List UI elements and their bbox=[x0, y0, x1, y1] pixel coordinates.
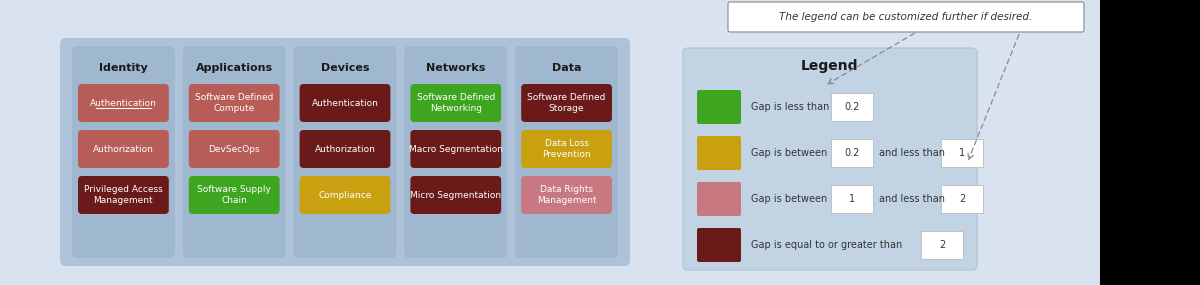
FancyBboxPatch shape bbox=[188, 130, 280, 168]
Text: 1: 1 bbox=[959, 148, 965, 158]
Text: Authorization: Authorization bbox=[314, 144, 376, 154]
FancyBboxPatch shape bbox=[521, 176, 612, 214]
FancyBboxPatch shape bbox=[521, 130, 612, 168]
Bar bbox=[941, 185, 983, 213]
Text: Data Rights
Management: Data Rights Management bbox=[536, 185, 596, 205]
Text: Identity: Identity bbox=[100, 63, 148, 73]
FancyBboxPatch shape bbox=[300, 84, 390, 122]
FancyBboxPatch shape bbox=[72, 46, 175, 258]
Text: Legend: Legend bbox=[802, 59, 859, 73]
Text: Devices: Devices bbox=[320, 63, 370, 73]
FancyBboxPatch shape bbox=[410, 176, 502, 214]
FancyBboxPatch shape bbox=[300, 176, 390, 214]
FancyBboxPatch shape bbox=[78, 84, 169, 122]
Text: Networks: Networks bbox=[426, 63, 486, 73]
FancyBboxPatch shape bbox=[78, 176, 169, 214]
FancyBboxPatch shape bbox=[404, 46, 508, 258]
Bar bbox=[922, 231, 964, 259]
Text: 2: 2 bbox=[938, 240, 946, 250]
FancyBboxPatch shape bbox=[521, 84, 612, 122]
FancyBboxPatch shape bbox=[697, 90, 742, 124]
Text: DevSecOps: DevSecOps bbox=[209, 144, 260, 154]
Text: Authorization: Authorization bbox=[92, 144, 154, 154]
Text: Authentication: Authentication bbox=[312, 99, 378, 107]
Text: Micro Segmentation: Micro Segmentation bbox=[410, 190, 502, 200]
FancyBboxPatch shape bbox=[410, 130, 502, 168]
Text: Software Defined
Storage: Software Defined Storage bbox=[528, 93, 606, 113]
Bar bbox=[941, 139, 983, 167]
Text: and less than: and less than bbox=[878, 148, 946, 158]
Text: Software Defined
Compute: Software Defined Compute bbox=[196, 93, 274, 113]
Text: Software Defined
Networking: Software Defined Networking bbox=[416, 93, 494, 113]
Text: 2: 2 bbox=[959, 194, 965, 204]
Bar bbox=[830, 185, 874, 213]
FancyBboxPatch shape bbox=[188, 176, 280, 214]
Text: 0.2: 0.2 bbox=[845, 102, 859, 112]
Text: Gap is between: Gap is between bbox=[751, 148, 827, 158]
Text: Gap is less than: Gap is less than bbox=[751, 102, 829, 112]
FancyBboxPatch shape bbox=[697, 228, 742, 262]
FancyBboxPatch shape bbox=[697, 136, 742, 170]
Text: The legend can be customized further if desired.: The legend can be customized further if … bbox=[779, 12, 1033, 22]
Text: Data: Data bbox=[552, 63, 581, 73]
Text: and less than: and less than bbox=[878, 194, 946, 204]
Text: 1: 1 bbox=[848, 194, 856, 204]
FancyBboxPatch shape bbox=[515, 46, 618, 258]
Text: Privileged Access
Management: Privileged Access Management bbox=[84, 185, 163, 205]
FancyBboxPatch shape bbox=[182, 46, 286, 258]
FancyBboxPatch shape bbox=[410, 84, 502, 122]
Text: Gap is between: Gap is between bbox=[751, 194, 827, 204]
FancyBboxPatch shape bbox=[60, 38, 630, 266]
FancyBboxPatch shape bbox=[294, 46, 396, 258]
FancyBboxPatch shape bbox=[188, 84, 280, 122]
Text: Gap is equal to or greater than: Gap is equal to or greater than bbox=[751, 240, 902, 250]
Bar bbox=[830, 139, 874, 167]
Text: Software Supply
Chain: Software Supply Chain bbox=[197, 185, 271, 205]
Bar bbox=[1100, 0, 1200, 285]
Text: 0.2: 0.2 bbox=[845, 148, 859, 158]
Text: Applications: Applications bbox=[196, 63, 272, 73]
Bar bbox=[830, 93, 874, 121]
FancyBboxPatch shape bbox=[683, 48, 977, 270]
FancyBboxPatch shape bbox=[728, 2, 1084, 32]
Text: Data Loss
Prevention: Data Loss Prevention bbox=[542, 139, 590, 159]
FancyBboxPatch shape bbox=[300, 130, 390, 168]
FancyBboxPatch shape bbox=[697, 182, 742, 216]
Text: Macro Segmentation: Macro Segmentation bbox=[409, 144, 503, 154]
FancyBboxPatch shape bbox=[78, 130, 169, 168]
Text: Compliance: Compliance bbox=[318, 190, 372, 200]
Text: Authentication: Authentication bbox=[90, 99, 157, 107]
